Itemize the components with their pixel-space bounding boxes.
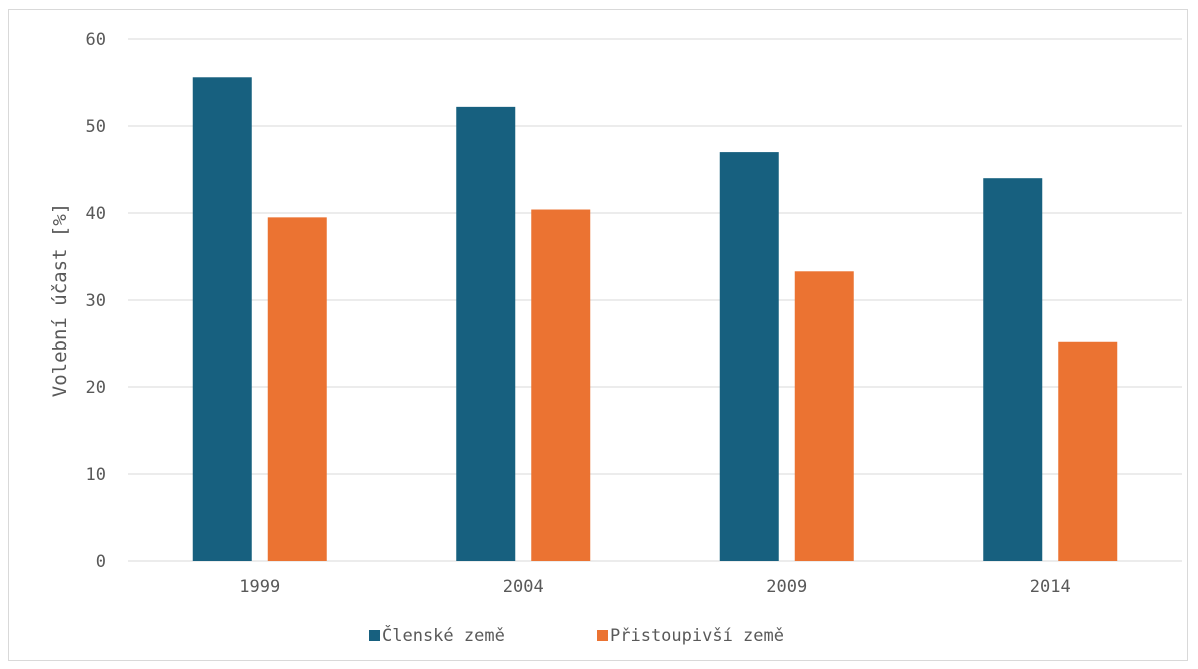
y-tick-label: 40 [86, 204, 106, 224]
x-axis-ticks: 1999 2004 2009 2014 [239, 577, 1070, 597]
y-tick-label: 50 [86, 117, 106, 137]
y-tick-label: 60 [86, 30, 106, 50]
y-axis-ticks: 0 10 20 30 40 50 60 [86, 30, 106, 572]
x-tick-label: 2004 [503, 577, 544, 597]
legend-label: Členské země [382, 624, 505, 646]
x-tick-label: 2014 [1030, 577, 1071, 597]
y-axis-title: Volební účast [%] [49, 203, 71, 397]
bar [267, 217, 327, 561]
legend-swatch [369, 630, 380, 641]
bar [531, 209, 591, 561]
bars [192, 77, 1118, 562]
bar [719, 152, 779, 561]
bar [983, 178, 1043, 561]
bar [794, 271, 854, 561]
x-tick-label: 1999 [239, 577, 280, 597]
bar [456, 106, 516, 562]
y-tick-label: 20 [86, 378, 106, 398]
bar [1058, 341, 1118, 561]
y-tick-label: 30 [86, 291, 106, 311]
bar [192, 77, 252, 561]
y-tick-label: 10 [86, 465, 106, 485]
legend-swatch [597, 630, 608, 641]
legend: Členské země Přistoupivší země [369, 624, 784, 646]
x-tick-label: 2009 [766, 577, 807, 597]
y-tick-label: 0 [96, 552, 106, 572]
legend-label: Přistoupivší země [610, 626, 784, 646]
